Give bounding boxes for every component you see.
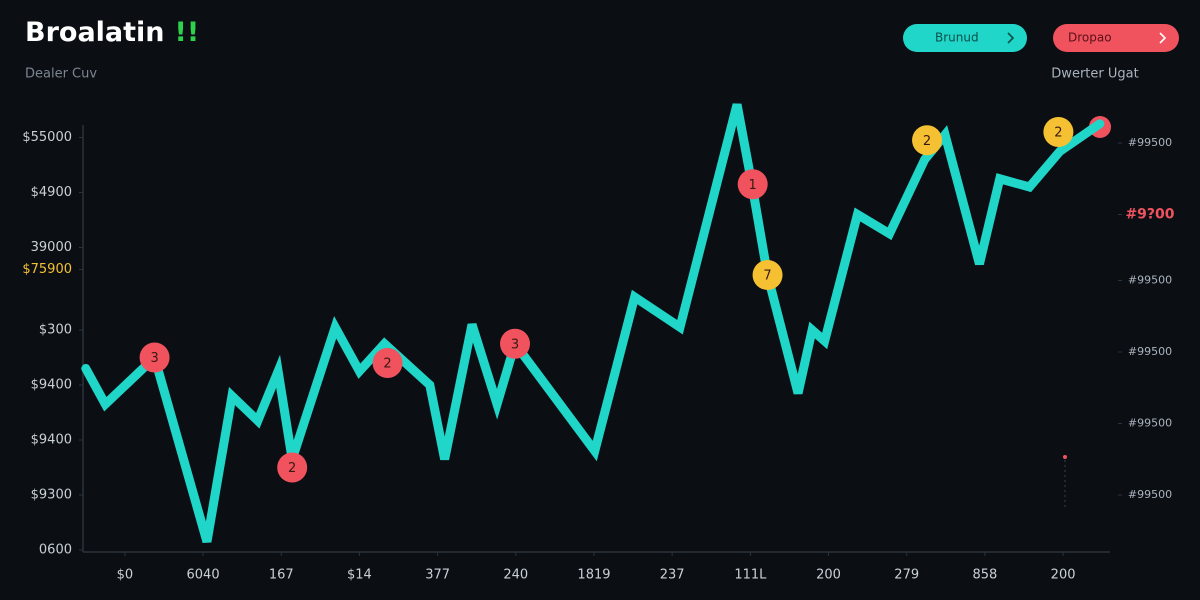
title-mark: !! xyxy=(175,17,200,48)
side-label: Dwerter Ugat xyxy=(1051,67,1138,82)
y-tick-label: $300 xyxy=(39,323,72,338)
annotation-marker xyxy=(912,125,943,156)
y-tick-label: $4900 xyxy=(31,185,72,200)
y2-tick-label: #99500 xyxy=(1128,488,1172,501)
x-tick-label: 6040 xyxy=(187,568,220,583)
chevron[interactable] xyxy=(1007,32,1015,44)
x-tick-label: 111L xyxy=(734,568,767,583)
y-tick-label: $55000 xyxy=(22,130,72,145)
title-text: Broalatin xyxy=(25,17,165,48)
annotation-label: 3 xyxy=(511,337,519,352)
annotation-marker xyxy=(139,342,170,373)
y-tick-label: $9300 xyxy=(31,488,72,503)
annotation-label: 2 xyxy=(288,461,296,476)
x-tick-label: 240 xyxy=(503,568,528,583)
annotation-label: 2 xyxy=(383,357,391,372)
button[interactable]: Dropao xyxy=(1053,24,1179,52)
x-tick-label: 279 xyxy=(894,568,919,583)
y2-tick-label: #9?00 xyxy=(1125,207,1174,223)
annotation-marker xyxy=(737,169,768,200)
button-label[interactable]: Brunud xyxy=(935,31,979,45)
annotation-marker xyxy=(500,328,531,359)
x-tick-label: $0 xyxy=(117,568,134,583)
annotation-marker xyxy=(372,348,403,378)
button-bg[interactable] xyxy=(1053,24,1179,52)
annotation-label: 2 xyxy=(1054,126,1062,141)
decoration xyxy=(1063,455,1067,459)
y-tick-label: 39000 xyxy=(31,240,72,255)
x-tick-label: 237 xyxy=(660,568,685,583)
y-tick-label: $75900 xyxy=(22,262,72,277)
button-bg[interactable] xyxy=(903,24,1027,52)
x-tick-label: 200 xyxy=(816,568,841,583)
annotation-marker xyxy=(277,452,308,483)
annotation-label: 3 xyxy=(150,351,158,366)
x-tick-label: $14 xyxy=(347,568,372,583)
y2-tick-label: #99500 xyxy=(1128,136,1172,149)
y2-tick-label: #99500 xyxy=(1128,345,1172,358)
annotation-marker xyxy=(752,260,783,290)
title: Broalatin!! xyxy=(25,17,199,48)
x-tick-label: 858 xyxy=(972,568,997,583)
y2-tick-label: #99500 xyxy=(1128,274,1172,287)
button[interactable]: Brunud xyxy=(903,24,1027,52)
annotation-marker xyxy=(1043,117,1074,147)
x-tick-label: 200 xyxy=(1051,568,1076,583)
annotation-label: 7 xyxy=(763,269,771,284)
subtitle: Dealer Cuv xyxy=(25,67,97,82)
annotation-label: 2 xyxy=(923,134,931,149)
button-label[interactable]: Dropao xyxy=(1068,31,1112,45)
y2-tick-label: #99500 xyxy=(1128,417,1172,430)
x-tick-label: 1819 xyxy=(577,568,610,583)
chevron[interactable] xyxy=(1159,32,1167,44)
y-tick-label: $9400 xyxy=(31,433,72,448)
y-tick-label: $9400 xyxy=(31,378,72,393)
annotation-label: 1 xyxy=(749,178,757,193)
x-tick-label: 377 xyxy=(425,568,450,583)
x-tick-label: 167 xyxy=(269,568,294,583)
y-tick-label: 0600 xyxy=(39,543,72,558)
